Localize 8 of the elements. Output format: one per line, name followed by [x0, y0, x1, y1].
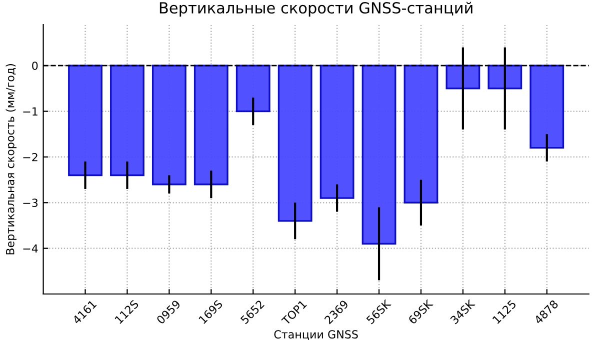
y-tick-label: −3 — [23, 198, 38, 208]
y-tick-label: 0 — [32, 62, 38, 70]
y-tick-label: −1 — [23, 107, 38, 116]
chart-title: Вертикальные скорости GNSS-станций — [160, 2, 472, 17]
y-axis-title: Вертикальная скорость (мм/год) — [6, 64, 16, 254]
x-axis-title: Станции GNSS — [274, 330, 358, 340]
y-tick-label: −2 — [23, 152, 38, 162]
y-tick-label: −4 — [23, 244, 38, 253]
